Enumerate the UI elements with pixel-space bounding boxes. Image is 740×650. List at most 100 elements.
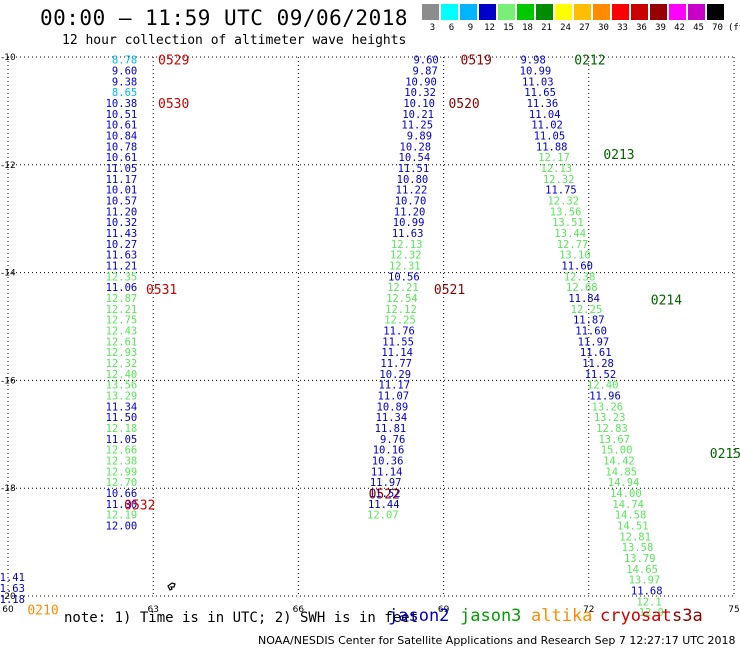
wave-height-reading: 12.38 — [106, 456, 138, 468]
wave-height-reading: 12.21 — [106, 304, 138, 316]
wave-height-reading: 12.66 — [106, 445, 138, 457]
wave-height-reading: 13.79 — [624, 553, 656, 565]
wave-height-reading: 13.51 — [552, 217, 584, 229]
wave-height-reading: 11.97 — [578, 336, 610, 348]
wave-height-reading: 12.17 — [538, 152, 570, 164]
wave-height-reading: 10.84 — [106, 131, 138, 143]
wave-height-reading: 12.13 — [541, 163, 573, 175]
wave-height-reading: 15.00 — [601, 445, 633, 457]
wave-height-reading: 12.9 — [639, 607, 664, 619]
wave-height-reading: 14.65 — [626, 564, 658, 576]
wave-height-reading: 12.1 — [636, 596, 661, 608]
wave-height-reading: 11.04 — [529, 109, 561, 121]
legend-label: 24 — [560, 23, 571, 33]
wave-height-reading: 8.78 — [112, 55, 137, 67]
wave-height-reading: 11.18 — [0, 594, 25, 606]
legend-label: 9 — [467, 23, 474, 33]
wave-height-reading: 12.21 — [387, 282, 419, 294]
pass-time-label: 0521 — [434, 283, 465, 298]
wave-height-reading: 11.20 — [394, 206, 426, 218]
wave-height-reading: 11.43 — [106, 228, 138, 240]
legend-unit: (ft) — [728, 23, 740, 33]
wave-height-reading: 10.32 — [106, 217, 138, 229]
wave-height-reading: 10.89 — [377, 401, 409, 413]
wave-height-reading: 10.01 — [106, 185, 138, 197]
wave-height-reading: 11.02 — [531, 120, 563, 132]
wave-height-reading: 10.80 — [397, 174, 429, 186]
wave-height-reading: 11.44 — [368, 499, 400, 511]
legend-label: 39 — [655, 23, 666, 33]
wave-height-reading: 12.12 — [385, 304, 417, 316]
satellite-name: s3a — [672, 606, 703, 626]
wave-height-reading: 11.21 — [106, 261, 138, 273]
pass-time-label: 0522 — [369, 488, 400, 503]
wave-height-reading: 13.67 — [598, 434, 630, 446]
pass-time-label: 0530 — [158, 97, 189, 112]
wave-height-reading: 10.99 — [520, 66, 552, 78]
satellite-name: jason3 — [460, 606, 522, 626]
wave-height-reading: 12.35 — [106, 271, 138, 283]
legend-swatch — [631, 4, 648, 20]
wave-height-reading: 11.05 — [534, 131, 566, 143]
pass-time-label: 0215 — [710, 447, 740, 462]
lon-tick-label: 63 — [147, 605, 158, 615]
legend-swatch — [422, 4, 439, 20]
wave-height-reading: 11.20 — [106, 206, 138, 218]
wave-height-reading: 10.28 — [400, 141, 432, 153]
wave-height-reading: 12.99 — [106, 466, 138, 478]
wave-height-reading: 11.81 — [375, 423, 407, 435]
wave-height-reading: 12.68 — [566, 282, 598, 294]
map-subtitle: 12 hour collection of altimeter wave hei… — [62, 33, 407, 48]
wave-height-reading: 10.16 — [373, 445, 405, 457]
lon-tick-label: 75 — [728, 605, 739, 615]
lat-tick-label: -20 — [1, 592, 16, 602]
lat-tick-label: -18 — [1, 484, 16, 494]
wave-height-reading: 11.41 — [0, 572, 25, 584]
wave-height-reading: 11.14 — [381, 347, 413, 359]
wave-height-reading: 12.32 — [547, 196, 579, 208]
wave-height-reading: 11.84 — [568, 293, 600, 305]
wave-height-reading: 11.63 — [106, 250, 138, 262]
wave-height-reading: 13.44 — [554, 228, 586, 240]
wave-height-reading: 11.06 — [106, 282, 138, 294]
wave-height-reading: 11.52 — [369, 488, 401, 500]
axis-tick-labels: 60 63 66 69 72 75 -10 -12 -14 -16 -18 -20 — [1, 53, 740, 615]
wave-height-reading: 11.60 — [561, 261, 593, 273]
legend-label: 6 — [448, 23, 455, 33]
lat-tick-label: -14 — [1, 269, 16, 279]
legend-swatch — [555, 4, 572, 20]
lat-lon-grid — [7, 56, 735, 597]
legend-swatch — [460, 4, 477, 20]
satellite-name: altika — [531, 606, 593, 626]
pass-time-labels: 0529 0530 0531 0532 0210 0519 0520 0521 0522 0212… — [27, 54, 740, 619]
wave-height-reading: 11.05 — [106, 434, 138, 446]
legend-label: 27 — [579, 23, 590, 33]
wave-height-reading: 10.90 — [405, 76, 437, 88]
wave-height-reading: 12.54 — [386, 293, 418, 305]
wave-height-reading: 13.97 — [629, 575, 661, 587]
lat-tick-label: -12 — [1, 161, 16, 171]
wave-height-reading: 10.29 — [379, 369, 411, 381]
legend-swatch — [612, 4, 629, 20]
legend-label: 36 — [636, 23, 647, 33]
wave-height-reading: 10.10 — [403, 98, 435, 110]
wave-height-readings: 8.789.609.388.6510.3810.5110.6110.8410.7… — [0, 55, 664, 620]
pass-time-label: 0532 — [124, 498, 155, 513]
wave-height-reading: 10.27 — [106, 239, 138, 251]
wave-height-reading: 12.75 — [106, 315, 138, 327]
wave-height-reading: 11.68 — [631, 586, 663, 598]
wave-height-reading: 11.14 — [371, 466, 403, 478]
lat-tick-label: -16 — [1, 376, 16, 386]
wave-height-reading: 12.87 — [106, 293, 138, 305]
wave-height-reading: 11.63 — [0, 583, 25, 595]
legend-swatch — [669, 4, 686, 20]
wave-height-reading: 12.40 — [587, 380, 619, 392]
wave-height-reading: 12.32 — [106, 358, 138, 370]
legend-swatch — [574, 4, 591, 20]
lon-tick-label: 60 — [2, 605, 14, 615]
legend-swatch — [707, 4, 724, 20]
wave-height-reading: 11.05 — [106, 163, 138, 175]
wave-height-reading: 13.26 — [592, 401, 624, 413]
